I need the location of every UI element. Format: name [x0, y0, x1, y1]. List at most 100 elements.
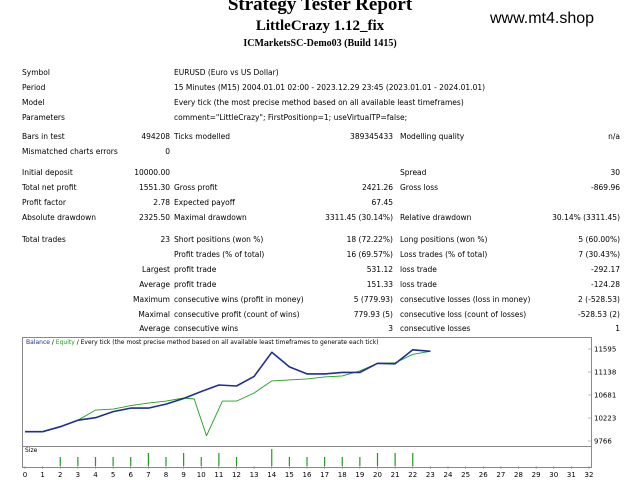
size-bar-6	[165, 457, 167, 466]
short-label: Short positions (won %)	[174, 235, 264, 244]
pf-value: 2.78	[153, 198, 170, 207]
size-label: Size	[25, 447, 38, 454]
size-bar-9	[218, 453, 220, 466]
largest-profit-value: 531.12	[366, 265, 393, 274]
largest-label: Largest	[142, 265, 170, 274]
size-bar-1	[77, 457, 79, 466]
x-tick-label-14: 14	[267, 471, 276, 479]
x-tick-label-27: 27	[496, 471, 505, 479]
netprofit-value: 1551.30	[138, 183, 170, 192]
size-bar-19	[412, 453, 414, 466]
size-bar-8	[200, 457, 202, 466]
avgwins-label: consecutive wins	[174, 324, 239, 333]
x-tick-label-2: 2	[58, 471, 62, 479]
absdd-label: Absolute drawdown	[22, 213, 96, 222]
size-bar-13	[306, 457, 308, 466]
maxprofit-value: 779.93 (5)	[353, 310, 393, 319]
long-value: 5 (60.00%)	[578, 235, 620, 244]
average-profit-value: 151.33	[366, 280, 393, 289]
series-line-equity	[25, 350, 431, 437]
x-tick-label-24: 24	[444, 471, 453, 479]
y-tick-label-1: 11138	[594, 368, 616, 376]
quality-value: n/a	[608, 132, 620, 141]
symbol-value: EURUSD (Euro vs US Dollar)	[174, 68, 279, 77]
quality-label: Modelling quality	[400, 132, 465, 141]
ltrades-value: 7 (30.43%)	[578, 250, 620, 259]
deposit-label: Initial deposit	[22, 168, 73, 177]
grossprofit-value: 2421.26	[361, 183, 393, 192]
y-tick-label-3: 10223	[594, 415, 616, 423]
size-bar-5	[147, 453, 149, 466]
size-bar-11	[271, 449, 273, 466]
period-label: Period	[22, 83, 46, 92]
trades-label: Total trades	[22, 235, 66, 244]
average-profit-label: profit trade	[174, 280, 217, 289]
largest-loss-label: loss trade	[400, 265, 437, 274]
x-tick-label-11: 11	[214, 471, 223, 479]
size-bar-14	[324, 457, 326, 466]
bars-label: Bars in test	[22, 132, 65, 141]
x-tick-label-30: 30	[549, 471, 558, 479]
size-bar-0	[59, 457, 61, 466]
x-tick-label-10: 10	[197, 471, 206, 479]
size-bar-7	[183, 453, 185, 466]
deposit-value: 10000.00	[134, 168, 170, 177]
x-tick-label-17: 17	[320, 471, 329, 479]
x-tick-label-8: 8	[164, 471, 168, 479]
x-tick-label-6: 6	[129, 471, 134, 479]
size-bar-4	[130, 457, 132, 466]
x-tick-label-1: 1	[40, 471, 44, 479]
pf-label: Profit factor	[22, 198, 66, 207]
long-label: Long positions (won %)	[400, 235, 488, 244]
size-bar-18	[394, 453, 396, 466]
x-tick-label-16: 16	[303, 471, 312, 479]
payoff-label: Expected payoff	[174, 198, 235, 207]
watermark-text: www.mt4.shop	[490, 10, 595, 27]
avgwins-value: 3	[388, 324, 393, 333]
report-title: Strategy Tester Report	[227, 0, 413, 15]
x-tick-label-21: 21	[391, 471, 400, 479]
maxdd-value: 3311.45 (30.14%)	[325, 213, 393, 222]
x-tick-label-28: 28	[514, 471, 523, 479]
largest-loss-value: -292.17	[591, 265, 620, 274]
y-tick-label-4: 9766	[594, 438, 612, 446]
x-tick-label-23: 23	[426, 471, 435, 479]
y-tick-label-0: 11595	[594, 346, 616, 354]
grossloss-label: Gross loss	[400, 183, 439, 192]
ptrades-label: Profit trades (% of total)	[174, 250, 265, 259]
avglosses-label: consecutive losses	[400, 324, 471, 333]
short-value: 18 (72.22%)	[346, 235, 393, 244]
mismatch-value: 0	[165, 147, 170, 156]
x-tick-label-15: 15	[285, 471, 294, 479]
maxlosses-value: 2 (-528.53)	[578, 295, 620, 304]
size-bar-15	[341, 457, 343, 466]
maxdd-label: Maximal drawdown	[174, 213, 247, 222]
x-tick-label-3: 3	[76, 471, 80, 479]
params-value: comment="LittleCrazy"; FirstPositionp=1;…	[174, 113, 408, 122]
maxlosses-label: consecutive losses (loss in money)	[400, 295, 531, 304]
y-tick-label-2: 10681	[594, 391, 616, 399]
x-tick-label-0: 0	[23, 471, 27, 479]
size-bar-12	[288, 457, 290, 466]
x-tick-label-9: 9	[181, 471, 185, 479]
x-tick-label-18: 18	[338, 471, 347, 479]
x-tick-label-5: 5	[111, 471, 115, 479]
size-bar-3	[112, 457, 114, 466]
expert-name: LittleCrazy 1.12_fix	[255, 18, 385, 34]
grossloss-value: -869.96	[591, 183, 620, 192]
average-loss-value: -124.28	[591, 280, 620, 289]
ticks-label: Ticks modelled	[174, 132, 231, 141]
chart-legend: Balance / Equity / Every tick (the most …	[26, 339, 379, 346]
x-tick-label-19: 19	[355, 471, 364, 479]
ptrades-value: 16 (69.57%)	[346, 250, 393, 259]
x-tick-label-26: 26	[479, 471, 488, 479]
avglosses-value: 1	[615, 324, 620, 333]
x-tick-label-29: 29	[532, 471, 541, 479]
spread-value: 30	[610, 168, 620, 177]
absdd-value: 2325.50	[138, 213, 170, 222]
bars-value: 494208	[141, 132, 170, 141]
server-build: ICMarketsSC-Demo03 (Build 1415)	[243, 38, 397, 49]
legend-balance: Balance	[26, 339, 50, 346]
maxprofit-label: consecutive profit (count of wins)	[174, 310, 300, 319]
